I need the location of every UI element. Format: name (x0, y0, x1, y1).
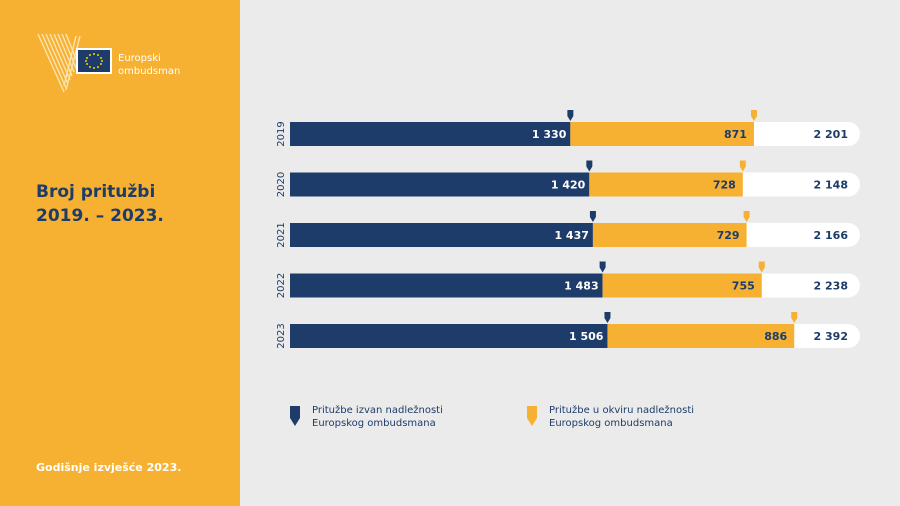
bar-outside (290, 122, 571, 146)
total-label: 2 238 (814, 280, 848, 293)
total-label: 2 392 (814, 330, 848, 343)
value-label-within: 871 (724, 128, 747, 141)
value-label-outside: 1 506 (569, 330, 604, 343)
bar-outside (290, 223, 593, 247)
total-label: 2 201 (814, 128, 848, 141)
year-label: 2019 (276, 121, 287, 146)
bar-within (570, 122, 754, 146)
orange-marker-icon (791, 312, 798, 323)
orange-marker-icon (758, 261, 765, 273)
navy-marker-icon (604, 312, 611, 323)
bar-outside (290, 273, 603, 298)
year-label: 2022 (276, 273, 287, 298)
year-label: 2021 (276, 222, 287, 247)
report-footer: Godišnje izvješće 2023. (36, 461, 182, 474)
value-label-within: 728 (713, 179, 736, 192)
bar-within (592, 223, 747, 247)
legend-label: Pritužbe u okviru nadležnosti Europskog … (549, 405, 695, 429)
navy-marker-icon (567, 110, 574, 121)
total-label: 2 166 (814, 229, 849, 242)
value-label-within: 729 (717, 229, 740, 242)
total-label: 2 148 (814, 179, 848, 192)
legend-item-within: Pritužbe u okviru nadležnosti Europskog … (527, 404, 694, 430)
bar-outside (290, 324, 608, 348)
stacked-bar-chart: 2019 1 330 871 2 201 2020 1 420 728 2 148 2021 1 … (276, 110, 860, 349)
value-label-outside: 1 330 (532, 128, 567, 141)
navy-marker-icon (586, 160, 593, 172)
orange-marker-icon (750, 110, 757, 121)
page-title: Broj pritužbi 2019. – 2023. (36, 182, 164, 226)
value-label-within: 755 (732, 280, 755, 293)
orange-marker-icon (743, 211, 750, 222)
bar-within (589, 172, 743, 197)
value-label-outside: 1 437 (554, 229, 588, 242)
orange-marker-icon (739, 160, 746, 172)
navy-marker-icon (290, 406, 300, 426)
eu-stars-icon (85, 53, 103, 69)
bar-within (607, 324, 795, 348)
bar-within (602, 273, 762, 298)
navy-marker-icon (599, 261, 606, 273)
legend-label: Pritužbe izvan nadležnosti Europskog omb… (312, 405, 443, 429)
value-label-outside: 1 483 (564, 280, 598, 293)
brand-name: Europski ombudsman (118, 53, 181, 77)
ombudsman-logo (37, 33, 112, 93)
orange-marker-icon (527, 406, 537, 426)
value-label-outside: 1 420 (551, 179, 586, 192)
bar-outside (290, 172, 590, 197)
year-label: 2023 (276, 323, 287, 348)
legend-item-outside: Pritužbe izvan nadležnosti Europskog omb… (290, 404, 443, 430)
navy-marker-icon (589, 211, 596, 222)
title-panel: Europski ombudsman Broj pritužbi 2019. –… (0, 0, 240, 506)
value-label-within: 886 (764, 330, 787, 343)
year-label: 2020 (276, 172, 287, 197)
